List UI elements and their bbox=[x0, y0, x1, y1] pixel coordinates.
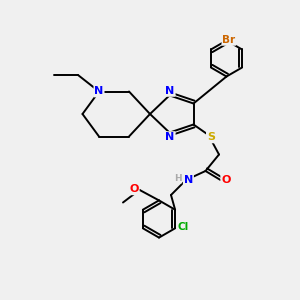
Text: N: N bbox=[166, 86, 175, 96]
Text: Cl: Cl bbox=[178, 222, 189, 232]
Text: H: H bbox=[174, 174, 182, 183]
Text: S: S bbox=[207, 132, 215, 142]
Text: O: O bbox=[221, 175, 231, 185]
Text: N: N bbox=[94, 86, 103, 97]
Text: N: N bbox=[184, 175, 193, 185]
Text: N: N bbox=[166, 132, 175, 142]
Text: O: O bbox=[129, 184, 139, 194]
Text: Br: Br bbox=[222, 35, 236, 45]
